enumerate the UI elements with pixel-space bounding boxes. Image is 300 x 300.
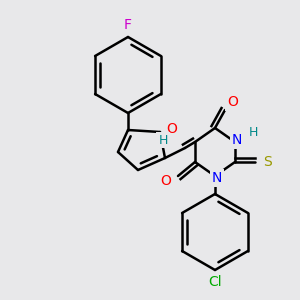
Text: H: H	[248, 125, 258, 139]
Text: H: H	[158, 134, 168, 146]
Text: Cl: Cl	[208, 275, 222, 289]
Text: O: O	[167, 122, 177, 136]
Text: O: O	[160, 174, 171, 188]
Text: S: S	[262, 155, 272, 169]
Text: F: F	[124, 18, 132, 32]
Text: O: O	[228, 95, 238, 109]
Text: N: N	[232, 133, 242, 147]
Text: N: N	[212, 171, 222, 185]
